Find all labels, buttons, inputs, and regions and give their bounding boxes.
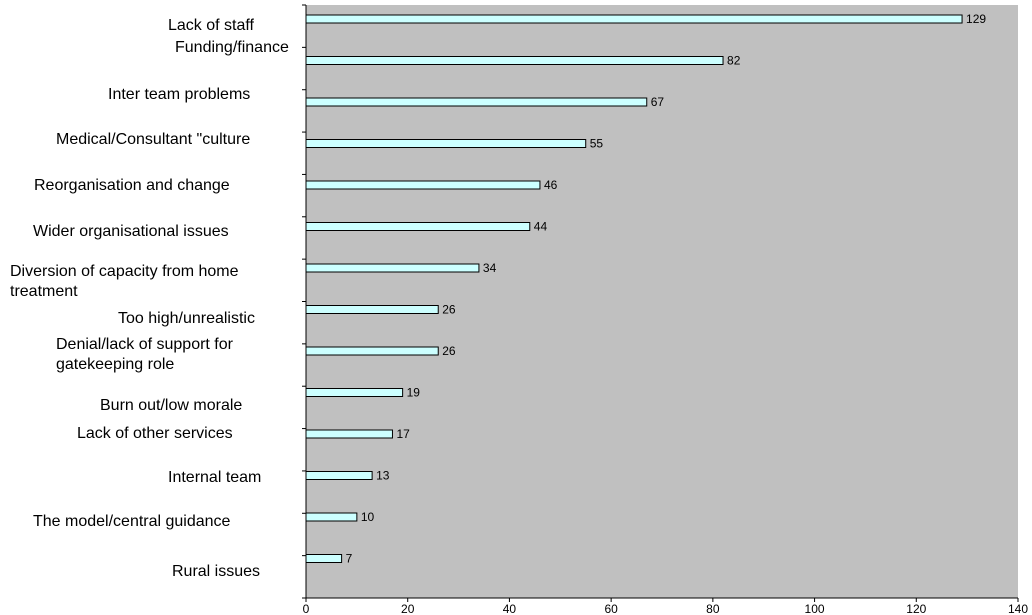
plot-area xyxy=(306,5,1018,598)
bar xyxy=(305,139,587,148)
bar xyxy=(305,180,541,190)
category-label: Denial/lack of support for gatekeeping r… xyxy=(56,336,233,373)
bar xyxy=(305,512,358,522)
category-label: Too high/unrealistic xyxy=(118,310,255,327)
category-label: Internal team xyxy=(168,469,262,486)
category-label: Funding/finance xyxy=(175,39,289,56)
bar-value-label: 10 xyxy=(361,510,375,524)
category-label: Medical/Consultant "culture xyxy=(56,131,251,148)
bar-value-label: 46 xyxy=(544,178,558,192)
x-tick-label: 40 xyxy=(503,602,517,615)
bar-value-label: 26 xyxy=(442,344,456,358)
bar-value-label: 44 xyxy=(534,220,548,234)
bar xyxy=(305,305,439,314)
bar-value-label: 67 xyxy=(651,95,665,109)
bar xyxy=(305,97,648,107)
category-label: The model/central guidance xyxy=(33,513,231,530)
category-label: Diversion of capacity from home treatmen… xyxy=(10,263,239,300)
bar xyxy=(305,471,373,480)
bar xyxy=(305,429,393,439)
x-tick-label: 120 xyxy=(906,602,926,615)
bar-value-label: 13 xyxy=(376,469,390,483)
x-tick-label: 100 xyxy=(805,602,825,615)
x-tick-label: 0 xyxy=(303,602,310,615)
bar-value-label: 129 xyxy=(966,12,986,26)
category-label: Rural issues xyxy=(172,563,261,580)
bar-value-label: 55 xyxy=(590,137,604,151)
bar xyxy=(305,346,439,356)
x-tick-label: 20 xyxy=(401,602,415,615)
bar xyxy=(305,56,724,65)
bar-value-label: 82 xyxy=(727,54,741,68)
bar xyxy=(305,222,531,231)
category-label: Burn out/low morale xyxy=(100,397,243,414)
bar xyxy=(305,388,404,397)
bar xyxy=(305,14,963,24)
category-label: Reorganisation and change xyxy=(34,177,230,194)
bar-value-label: 7 xyxy=(346,552,353,566)
x-tick-label: 60 xyxy=(604,602,618,615)
category-label: Lack of other services xyxy=(77,425,233,442)
bar-value-label: 26 xyxy=(442,303,456,317)
bar-value-label: 17 xyxy=(396,427,410,441)
category-label: Inter team problems xyxy=(108,86,251,103)
category-label: Lack of staff xyxy=(168,17,254,34)
bar xyxy=(305,263,480,273)
bar-value-label: 34 xyxy=(483,261,497,275)
category-label: Wider organisational issues xyxy=(33,223,229,240)
bar xyxy=(305,554,343,563)
x-tick-label: 140 xyxy=(1008,602,1028,615)
x-tick-label: 80 xyxy=(706,602,720,615)
bar-value-label: 19 xyxy=(407,386,421,400)
value-labels-group: 129 82 67 55 46 44 34 26 26 19 17 13 10 7 xyxy=(346,12,987,566)
x-tick-labels-group: 0 20 40 60 80 100 120 140 xyxy=(303,602,1029,615)
axes-group xyxy=(302,4,1019,602)
